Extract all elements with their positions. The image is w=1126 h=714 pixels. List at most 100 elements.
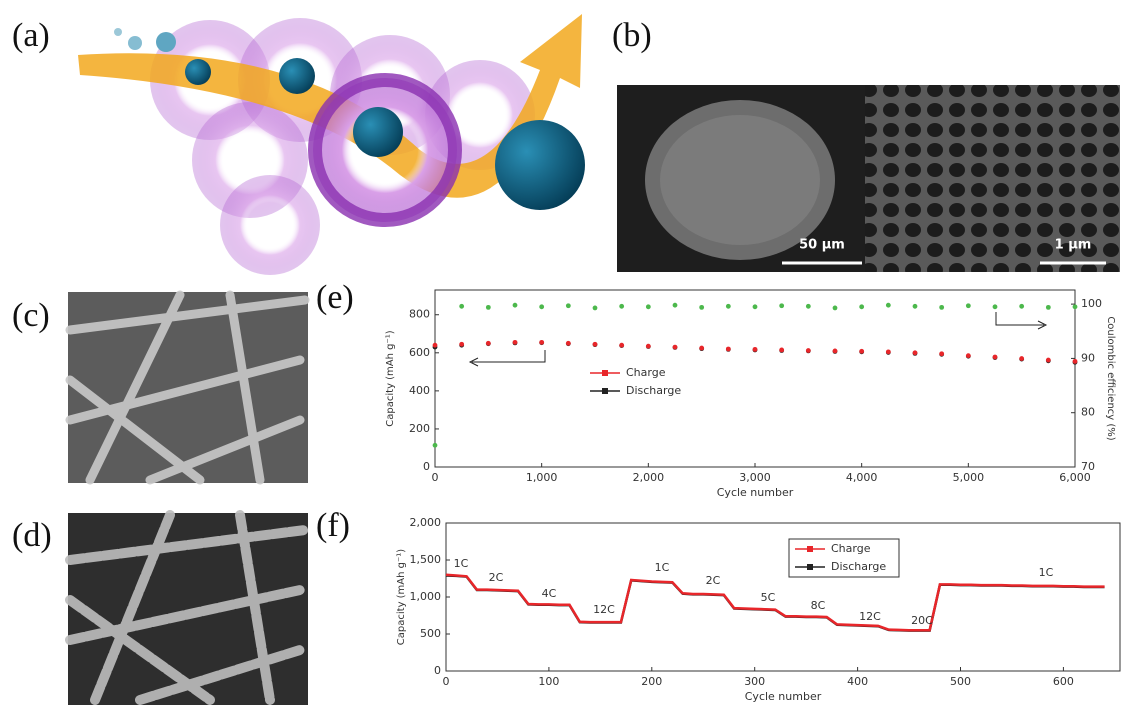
annotation: 20C <box>911 614 933 627</box>
x-tick-label: 100 <box>538 675 559 688</box>
data-point <box>1019 303 1025 309</box>
annotation: 2C <box>489 571 504 584</box>
annotation: 12C <box>593 603 615 616</box>
y2-tick-label: 80 <box>1081 406 1095 419</box>
data-point <box>645 304 651 310</box>
data-point <box>805 303 811 309</box>
panel-label: (f) <box>316 507 350 544</box>
x-tick-label: 1,000 <box>526 471 558 484</box>
data-point <box>512 302 518 308</box>
sem-image-d <box>65 510 310 705</box>
legend-marker <box>602 388 608 394</box>
annotation: 2C <box>706 574 721 587</box>
data-point <box>672 302 678 308</box>
data-point <box>539 339 545 345</box>
data-point <box>779 347 785 353</box>
x-tick-label: 500 <box>950 675 971 688</box>
data-point <box>992 304 998 310</box>
y-axis-title: Capacity (mAh g⁻¹) <box>396 549 407 646</box>
data-point <box>1019 356 1025 361</box>
x-tick-label: 6,000 <box>1059 471 1091 484</box>
data-point <box>859 348 865 354</box>
scale-bar-label: 50 μm <box>799 238 845 253</box>
y2-tick-label: 70 <box>1081 460 1095 473</box>
sem-image-c <box>65 290 310 485</box>
data-point <box>859 304 865 310</box>
annotation: 1C <box>1039 566 1054 579</box>
legend-box <box>788 538 900 578</box>
x-tick-label: 300 <box>744 675 765 688</box>
annotation: 5C <box>761 591 776 604</box>
data-point <box>485 340 491 346</box>
annotation: 8C <box>811 599 826 612</box>
x-tick-label: 0 <box>432 471 439 484</box>
panel-label: (a) <box>12 17 50 54</box>
data-point <box>459 341 465 347</box>
axis-arrows <box>468 312 1048 367</box>
legend-label: Charge <box>626 366 666 379</box>
x-tick-label: 2,000 <box>633 471 665 484</box>
data-point <box>565 340 571 346</box>
data-point <box>992 354 998 360</box>
data-point <box>699 345 705 351</box>
data-point <box>592 341 598 347</box>
y-tick-label: 1,000 <box>410 590 442 603</box>
data-point <box>725 303 731 309</box>
data-point <box>832 348 838 354</box>
data-point <box>699 304 705 310</box>
annotation: 1C <box>454 557 469 570</box>
legend-marker <box>807 564 813 570</box>
data-point <box>939 304 945 310</box>
y-axis-title: Capacity (mAh g⁻¹) <box>385 330 396 427</box>
y-tick-label: 600 <box>409 346 430 359</box>
data-point <box>619 342 625 348</box>
data-point <box>885 349 891 355</box>
data-point <box>752 304 758 310</box>
panel-label: (d) <box>12 517 52 554</box>
data-point <box>1045 357 1051 363</box>
data-point <box>912 303 918 309</box>
x-tick-label: 3,000 <box>739 471 771 484</box>
y-tick-label: 400 <box>409 384 430 397</box>
data-point <box>912 350 918 356</box>
illustration-a <box>78 14 585 275</box>
y-tick-label: 1,500 <box>410 553 442 566</box>
y2-axis-title: Coulombic efficiency (%) <box>1105 316 1116 440</box>
y2-tick-label: 100 <box>1081 297 1102 310</box>
x-tick-label: 4,000 <box>846 471 878 484</box>
panel-label: (e) <box>316 279 354 316</box>
data-point <box>485 304 491 310</box>
data-point <box>459 303 465 309</box>
y-tick-label: 500 <box>420 627 441 640</box>
y-tick-label: 0 <box>423 460 430 473</box>
data-point <box>779 303 785 309</box>
x-tick-label: 600 <box>1053 675 1074 688</box>
data-point <box>752 346 758 352</box>
data-point <box>619 303 625 309</box>
legend-marker <box>807 546 813 552</box>
x-axis-title: Cycle number <box>745 690 822 703</box>
y-tick-label: 0 <box>434 664 441 677</box>
data-point <box>1072 358 1078 364</box>
y2-tick-label: 90 <box>1081 351 1095 364</box>
x-axis-title: Cycle number <box>717 486 794 499</box>
x-tick-label: 200 <box>641 675 662 688</box>
data-point <box>965 303 971 309</box>
data-point <box>1072 304 1078 310</box>
legend-label: Charge <box>831 542 871 555</box>
data-point <box>512 339 518 345</box>
y-tick-label: 2,000 <box>410 516 442 529</box>
data-point <box>565 303 571 309</box>
panel-label: (c) <box>12 297 50 334</box>
data-point <box>432 342 438 348</box>
data-point <box>939 351 945 357</box>
x-tick-label: 0 <box>443 675 450 688</box>
data-point <box>539 304 545 310</box>
data-line <box>445 573 1105 632</box>
legend-label: Discharge <box>831 560 886 573</box>
data-point <box>965 353 971 359</box>
x-tick-label: 5,000 <box>953 471 985 484</box>
legend-label: Discharge <box>626 384 681 397</box>
